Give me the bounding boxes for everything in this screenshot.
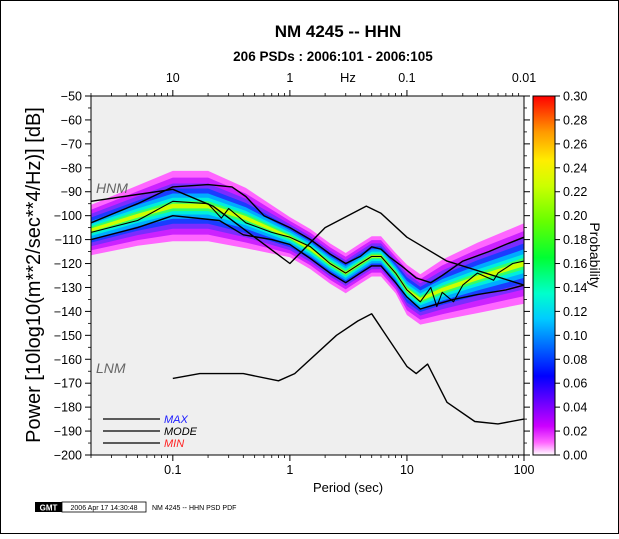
y-tick-label: −180 <box>54 401 82 415</box>
x-top-tick-label: 1 <box>286 71 293 85</box>
density-contour-5 <box>91 197 524 306</box>
timestamp-box <box>61 501 147 513</box>
x-axis-bottom: 0.1 1 10 100 <box>90 455 535 477</box>
colorbar-tick-label: 0.20 <box>563 209 587 223</box>
x-top-tick-label: 0.1 <box>398 71 415 85</box>
colorbar-ticks: 0.30 0.28 0.26 0.24 0.22 0.20 0.18 0.16 0.14 0.12… <box>555 90 587 463</box>
hnm-annotation: HNM <box>96 180 128 196</box>
x-tick-label: 10 <box>400 463 414 477</box>
y-tick-label: −140 <box>54 305 82 319</box>
x-top-axis-label: Hz <box>340 70 356 85</box>
colorbar-tick-label: 0.08 <box>563 353 587 367</box>
colorbar-tick-label: 0.22 <box>563 185 587 199</box>
timestamp: 2006 Apr 17 14:30:48 <box>71 505 138 512</box>
legend-max: MAX <box>164 414 189 426</box>
x-top-tick-label: 0.01 <box>512 71 536 85</box>
colorbar-tick-label: 0.28 <box>563 113 587 127</box>
y-tick-label: −160 <box>54 353 82 367</box>
x-tick-label: 0.1 <box>164 463 181 477</box>
x-tick-label: 1 <box>286 463 293 477</box>
colorbar-tick-label: 0.02 <box>563 425 587 439</box>
legend-mode: MODE <box>164 426 198 438</box>
colorbar-label: Probability <box>587 222 603 287</box>
y-tick-label: −50 <box>61 90 82 104</box>
lnm-annotation: LNM <box>96 360 126 376</box>
y-tick-label: −200 <box>54 449 82 463</box>
y-tick-label: −110 <box>55 233 82 247</box>
x-tick-label: 100 <box>514 463 535 477</box>
colorbar-tick-label: 0.24 <box>563 161 587 175</box>
y-tick-label: −90 <box>61 185 82 199</box>
colorbar-tick-label: 0.00 <box>563 449 587 463</box>
y-tick-label: −130 <box>54 281 82 295</box>
y-tick-label: −150 <box>54 329 82 343</box>
gmt-logo <box>35 502 62 512</box>
colorbar-tick-label: 0.04 <box>563 401 587 415</box>
chart-title: NM 4245 -- HHN <box>275 22 402 41</box>
colorbar-tick-label: 0.26 <box>563 137 587 151</box>
x-axis-top: 10 1 0.1 0.01 <box>90 71 536 96</box>
colorbar-tick-label: 0.30 <box>563 90 587 104</box>
colorbar-tick-label: 0.10 <box>563 329 587 343</box>
colorbar-tick-label: 0.06 <box>563 377 587 391</box>
series-hnm-line <box>91 188 524 286</box>
y-tick-label: −80 <box>61 161 82 175</box>
series-max-line <box>91 183 524 284</box>
colorbar-tick-label: 0.16 <box>563 257 587 271</box>
gmt-logo-text: GMT <box>40 504 58 513</box>
colorbar-tick-label: 0.18 <box>563 233 587 247</box>
probability-density <box>91 170 524 325</box>
y-tick-label: −70 <box>61 137 82 151</box>
legend: MAX MODE MIN <box>103 414 198 450</box>
y-tick-label: −190 <box>54 425 82 439</box>
y-tick-label: −120 <box>54 257 82 271</box>
series-lnm-line <box>172 313 524 425</box>
psd-lines <box>91 183 524 425</box>
colorbar-tick-label: 0.14 <box>563 281 587 295</box>
legend-min: MIN <box>164 438 184 450</box>
y-tick-label: −170 <box>54 377 82 391</box>
x-top-tick-label: 10 <box>166 71 180 85</box>
y-tick-label: −60 <box>61 113 82 127</box>
x-axis-label: Period (sec) <box>313 480 383 495</box>
series-mode-line <box>91 200 524 308</box>
footer-caption: NM 4245 -- HHN PSD PDF <box>152 505 236 512</box>
y-axis-label: Power [10log10(m**2/sec**4/Hz)] [dB] <box>23 107 45 443</box>
colorbar-tick-label: 0.12 <box>563 305 587 319</box>
y-axis: −50 −60 −70 −80 −90 −100 −110 −120 −130 −140 −150 −… <box>54 90 530 463</box>
colorbar <box>532 95 556 456</box>
series-min-line <box>91 214 524 310</box>
y-tick-label: −100 <box>54 209 82 223</box>
footer: GMT 2006 Apr 17 14:30:48 NM 4245 -- HHN … <box>35 501 236 513</box>
chart-subtitle: 206 PSDs : 2006:101 - 2006:105 <box>233 49 433 64</box>
